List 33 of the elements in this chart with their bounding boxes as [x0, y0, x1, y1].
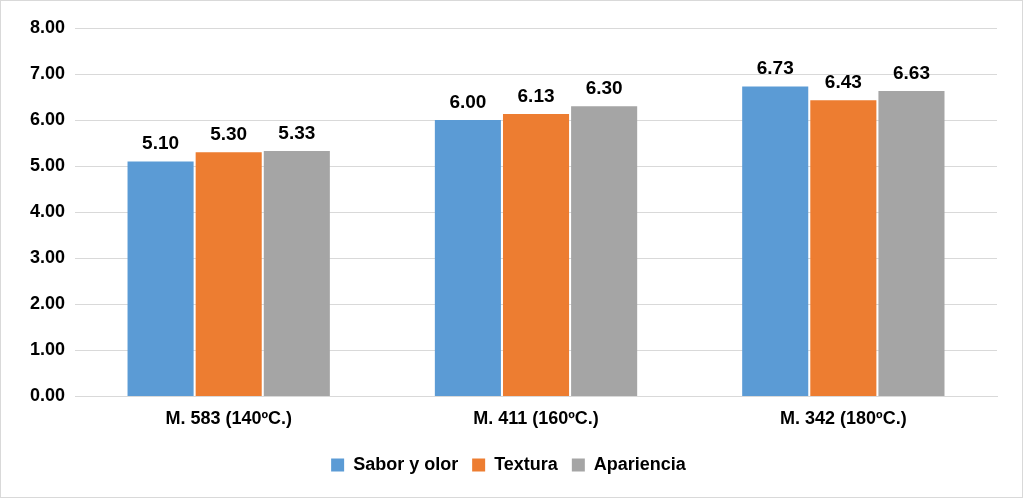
bar: [878, 91, 945, 396]
legend-label: Sabor y olor: [353, 453, 459, 474]
data-label: 6.13: [517, 84, 555, 106]
data-label: 6.63: [892, 61, 930, 83]
y-tick-label: 7.00: [29, 63, 66, 84]
y-tick-label: 4.00: [29, 201, 66, 222]
bar: [127, 161, 194, 396]
y-tick-label: 5.00: [29, 155, 66, 176]
data-label: 5.33: [278, 121, 316, 143]
x-tick-label: M. 411 (160ºC.): [473, 408, 599, 429]
bar: [263, 150, 330, 396]
y-tick-label: 1.00: [29, 339, 66, 360]
bar: [571, 106, 638, 396]
y-tick-label: 3.00: [29, 247, 66, 268]
legend-label: Textura: [494, 453, 559, 474]
x-tick-label: M. 342 (180ºC.): [780, 408, 907, 429]
y-tick-label: 0.00: [29, 385, 66, 406]
bar: [742, 86, 809, 396]
data-label: 6.30: [585, 77, 623, 99]
data-label: 6.00: [449, 90, 487, 112]
y-tick-label: 6.00: [29, 109, 66, 130]
bar: [810, 100, 877, 396]
bar: [434, 120, 501, 396]
bar: [502, 114, 570, 396]
data-label: 5.10: [142, 132, 180, 154]
data-label: 6.73: [756, 57, 794, 79]
legend-label: Apariencia: [593, 453, 687, 474]
y-tick-label: 2.00: [29, 293, 66, 314]
x-tick-label: M. 583 (140ºC.): [165, 408, 293, 429]
bar: [195, 152, 262, 396]
data-label: 5.30: [210, 123, 248, 145]
data-label: 6.43: [824, 71, 862, 93]
y-tick-label: 8.00: [29, 16, 66, 37]
